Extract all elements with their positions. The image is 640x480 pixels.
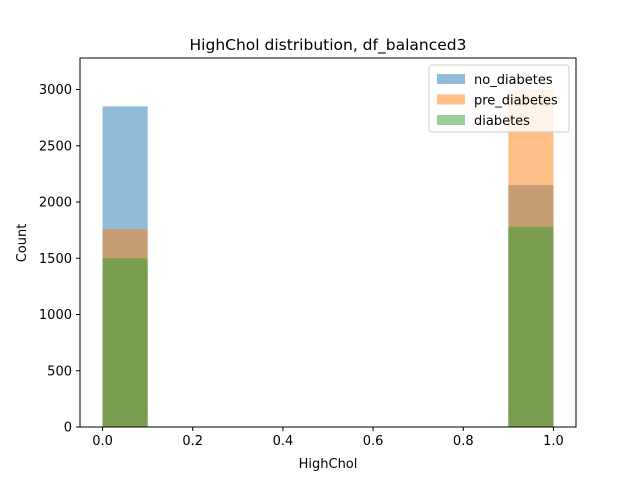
y-axis-ticks: 0 500 1000 1500 2000 2500 3000 [39,83,80,436]
x-tick-label: 0.6 [363,434,384,449]
y-tick-label: 1500 [39,252,72,267]
y-tick-label: 2000 [39,196,72,211]
legend-swatch-no_diabetes [437,74,465,84]
plot-frame [79,57,577,428]
y-axis-label: Count [15,224,30,263]
x-tick-label: 0.8 [453,434,474,449]
legend: no_diabetes pre_diabetes diabetes [428,64,570,133]
legend-label-no_diabetes: no_diabetes [474,73,553,88]
x-tick-label: 0.4 [273,434,294,449]
x-tick-label: 1.0 [543,434,564,449]
bars-group [102,89,554,427]
y-tick-label: 3000 [39,83,72,98]
y-tick-label: 500 [47,364,72,379]
y-tick-label: 1000 [39,308,72,323]
bar-diabetes-0 [102,258,148,427]
x-axis-ticks: 0.0 0.2 0.4 0.6 0.8 1.0 [92,427,564,449]
x-tick-label: 0.0 [92,434,113,449]
x-axis-label: HighChol [299,457,358,472]
chart-title: HighChol distribution, df_balanced3 [190,36,467,55]
y-tick-label: 0 [64,421,72,436]
legend-label-diabetes: diabetes [474,114,530,129]
legend-swatch-pre_diabetes [437,94,465,105]
y-tick-label: 2500 [39,139,72,154]
legend-label-pre_diabetes: pre_diabetes [474,94,558,109]
bar-diabetes-1 [508,226,554,427]
x-tick-label: 0.2 [182,434,203,449]
legend-swatch-diabetes [437,115,465,125]
